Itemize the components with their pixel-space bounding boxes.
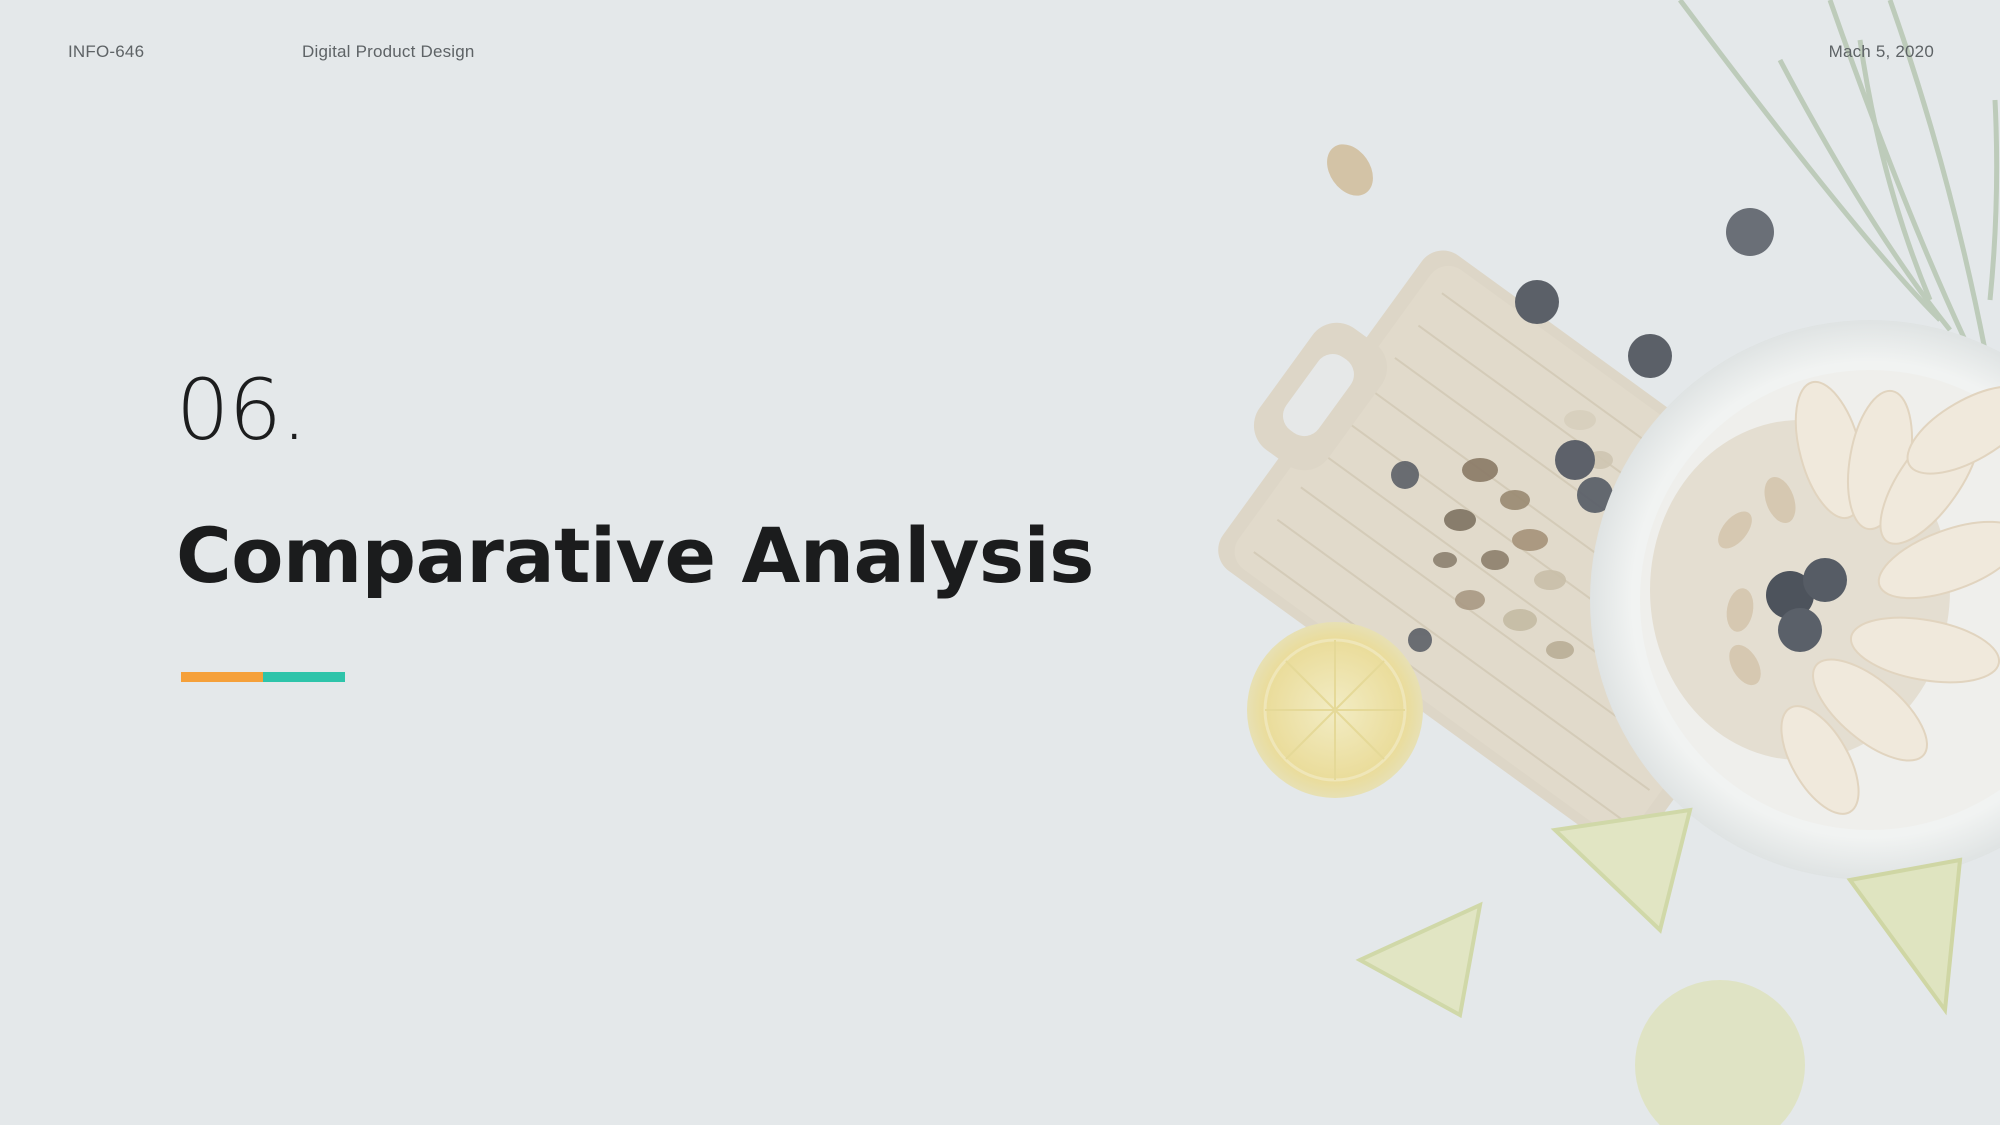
accent-bar bbox=[181, 672, 345, 682]
section-title: Comparative Analysis bbox=[176, 511, 1094, 600]
course-code: INFO-646 bbox=[68, 42, 145, 61]
slide-date: Mach 5, 2020 bbox=[1828, 42, 1934, 61]
course-name: Digital Product Design bbox=[302, 42, 475, 61]
accent-bar-teal bbox=[263, 672, 345, 682]
section-number: 06. bbox=[176, 361, 308, 459]
accent-bar-orange bbox=[181, 672, 263, 682]
